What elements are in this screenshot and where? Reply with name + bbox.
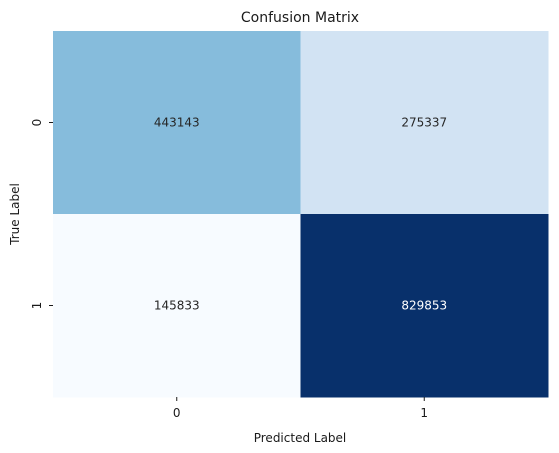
x-tick-label-1: 1: [420, 406, 428, 420]
heatmap-cell-r0-c0: [53, 31, 301, 215]
heatmap-cell-r0-c1: [300, 31, 549, 215]
y-tick-label-1: 1: [30, 302, 44, 310]
chart-title: Confusion Matrix: [241, 10, 359, 26]
heatmap-cells: [53, 31, 549, 398]
y-axis-label: True Label: [8, 183, 22, 246]
cell-value-label-r0-c0: 443143: [154, 116, 200, 130]
heatmap-value-labels: 443143 275337 145833 829853: [154, 116, 447, 313]
y-tick-label-0: 0: [30, 119, 44, 127]
heatmap-cell-r1-c1: [300, 214, 549, 398]
cell-value-label-r1-c0: 145833: [154, 299, 200, 313]
x-tick-label-0: 0: [173, 406, 181, 420]
cell-value-label-r1-c1: 829853: [401, 299, 447, 313]
y-axis-ticks: 01: [30, 119, 53, 310]
x-axis-label: Predicted Label: [254, 431, 347, 445]
cell-value-label-r0-c1: 275337: [401, 116, 447, 130]
heatmap-cell-r1-c0: [53, 214, 301, 398]
